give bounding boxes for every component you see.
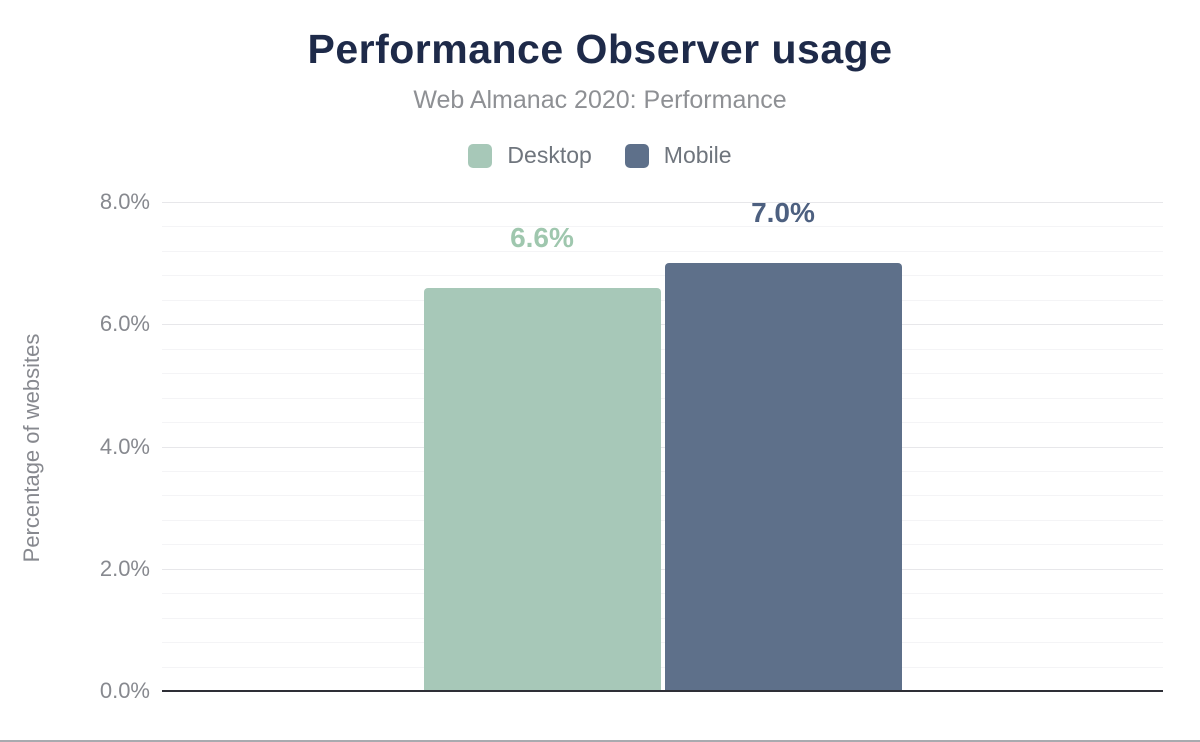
desktop-swatch-icon xyxy=(468,143,493,168)
legend-item-mobile: Mobile xyxy=(624,142,732,169)
bar-mobile[interactable] xyxy=(664,263,902,691)
minor-gridline xyxy=(162,642,1163,644)
chart-subtitle: Web Almanac 2020: Performance xyxy=(413,86,787,114)
plot-area: 6.6% 7.0% xyxy=(162,197,1163,692)
y-tick-label: 0.0% xyxy=(99,678,150,703)
minor-gridline xyxy=(162,422,1163,423)
bar-value-label-mobile: 7.0% xyxy=(751,197,815,229)
bar-value-label-desktop: 6.6% xyxy=(510,221,574,253)
x-axis-line xyxy=(162,690,1163,692)
minor-gridline xyxy=(162,544,1163,546)
major-gridline xyxy=(162,446,1163,448)
major-gridline xyxy=(162,568,1163,570)
minor-gridline xyxy=(162,299,1163,301)
minor-gridline xyxy=(162,495,1163,497)
minor-gridline xyxy=(162,275,1163,277)
bar-desktop[interactable] xyxy=(423,287,661,691)
minor-gridline xyxy=(162,470,1163,472)
major-gridline xyxy=(162,202,1163,203)
y-tick-label: 8.0% xyxy=(99,189,150,214)
minor-gridline xyxy=(162,666,1163,668)
minor-gridline xyxy=(162,593,1163,595)
mobile-swatch-icon xyxy=(624,143,649,168)
major-gridline xyxy=(162,324,1163,326)
legend-label-desktop: Desktop xyxy=(507,142,592,168)
minor-gridline xyxy=(162,617,1163,619)
legend: Desktop Mobile xyxy=(0,142,1200,169)
minor-gridline xyxy=(162,348,1163,350)
y-tick-label: 4.0% xyxy=(99,433,150,459)
legend-label-mobile: Mobile xyxy=(663,142,732,168)
legend-item-desktop: Desktop xyxy=(468,142,592,169)
y-tick-label: 2.0% xyxy=(99,555,150,581)
y-tick-label: 6.0% xyxy=(99,311,150,337)
minor-gridline xyxy=(162,250,1163,252)
chart-title: Performance Observer usage xyxy=(307,26,893,72)
minor-gridline xyxy=(162,226,1163,228)
minor-gridline xyxy=(162,519,1163,521)
minor-gridline xyxy=(162,397,1163,399)
minor-gridline xyxy=(162,373,1163,375)
